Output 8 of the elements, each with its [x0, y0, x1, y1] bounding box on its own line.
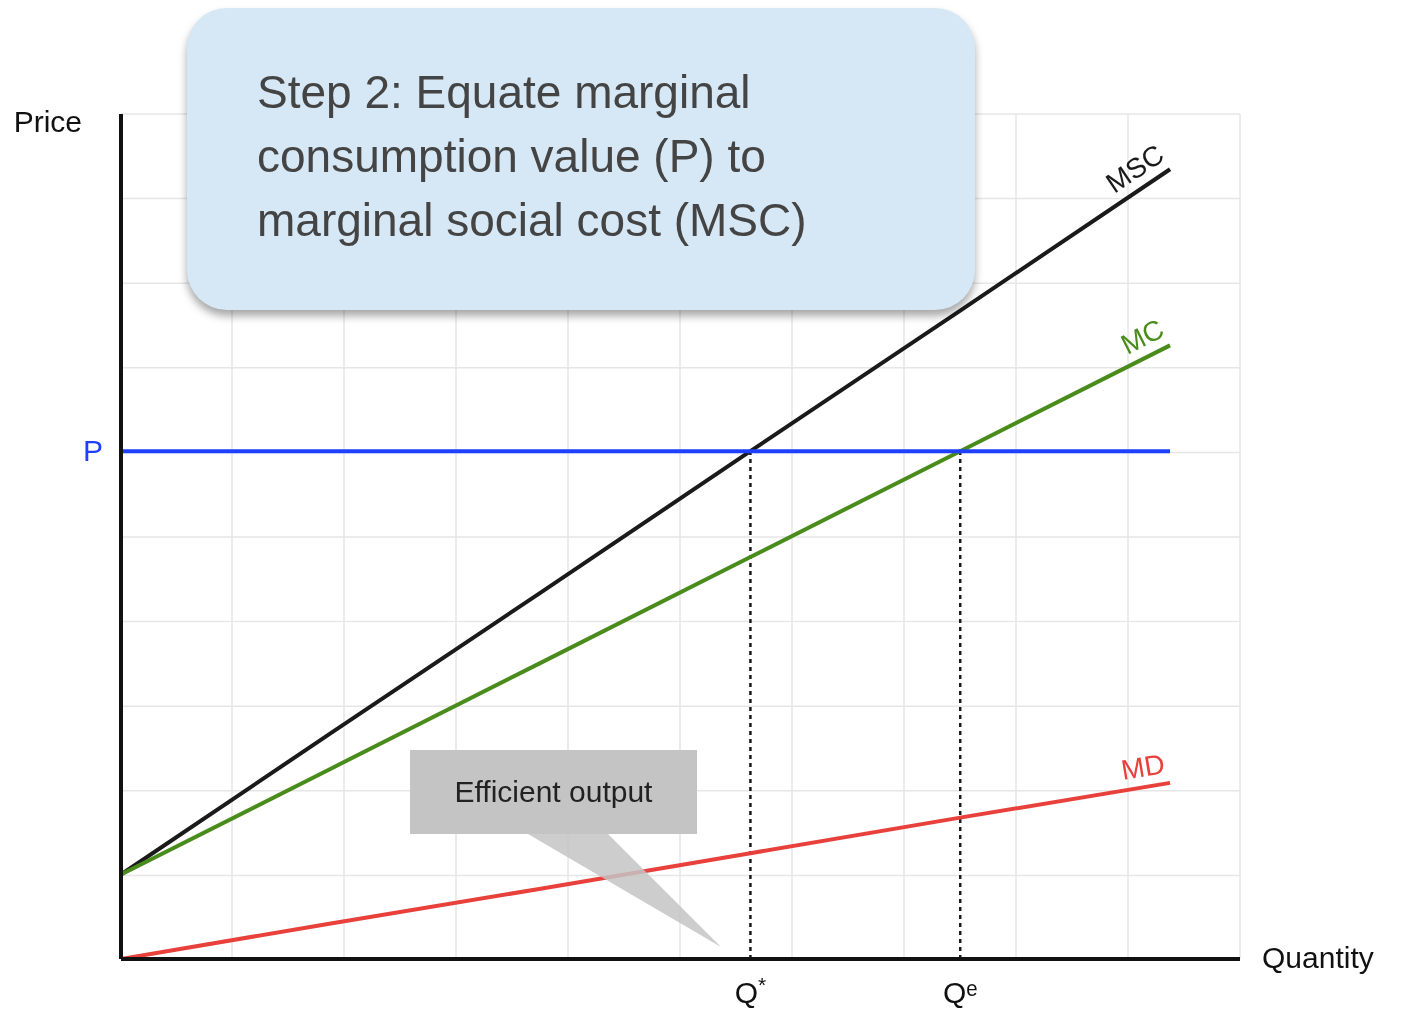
- x-tick-label: Q$^{*}$: [734, 972, 767, 1009]
- series-label: P: [82, 434, 103, 468]
- text: MC: [1115, 313, 1169, 361]
- text: MD: [1118, 748, 1168, 787]
- text: MSC: [1100, 138, 1170, 199]
- x-axis-title: Quantity: [1262, 941, 1374, 974]
- x-tick-label: Qᵉ: [942, 976, 978, 1009]
- y-axis-title: Price: [13, 105, 82, 138]
